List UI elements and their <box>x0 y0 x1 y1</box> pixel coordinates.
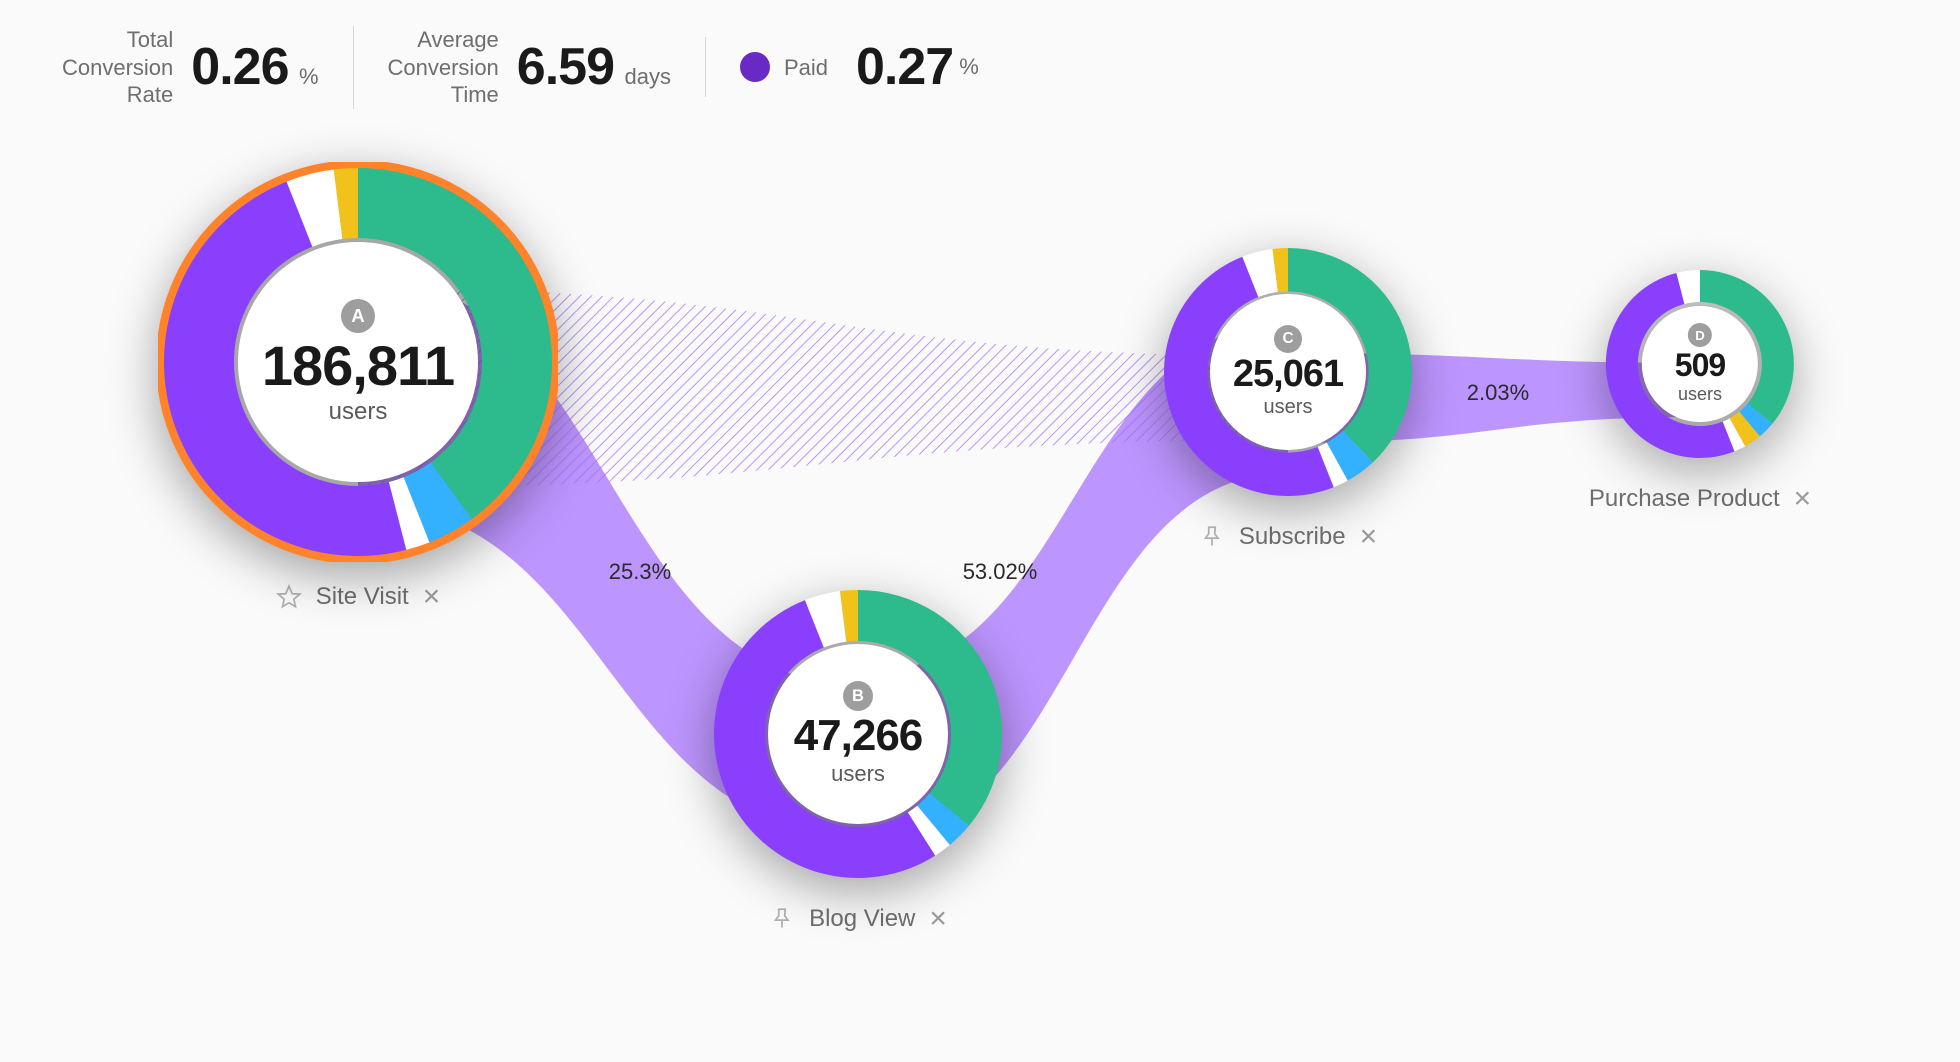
node-label: Site Visit <box>316 583 409 611</box>
metric-label: Total Conversion Rate <box>62 26 173 109</box>
node-unit: users <box>329 398 388 426</box>
metric-paid: Paid 0.27 % <box>705 37 1013 97</box>
node-unit: users <box>1264 396 1313 419</box>
pin-icon[interactable] <box>769 906 795 932</box>
funnel-node-c[interactable]: C25,061users Subscribe × <box>1158 242 1418 554</box>
node-label: Purchase Product <box>1589 485 1780 513</box>
metric-label: Paid <box>784 54 828 82</box>
node-value: 186,811 <box>262 333 454 398</box>
node-unit: users <box>1678 384 1722 405</box>
metric-unit: % <box>299 64 319 89</box>
metric-unit: % <box>959 54 979 80</box>
metric-value: 0.27 <box>856 37 953 97</box>
remove-node-button[interactable]: × <box>423 580 441 614</box>
flow-label-C-D: 2.03% <box>1467 380 1529 406</box>
metric-unit: days <box>624 64 670 89</box>
metric-avg-conversion-time: Average Conversion Time 6.59 days <box>353 26 705 109</box>
remove-node-button[interactable]: × <box>1794 482 1812 516</box>
node-value: 509 <box>1675 347 1725 384</box>
metric-value: 0.26 <box>191 38 288 96</box>
funnel-canvas: 25.3%53.02%2.03% A186,811usersSite Visit… <box>0 140 1960 1040</box>
metrics-header: Total Conversion Rate 0.26 % Average Con… <box>0 0 1960 109</box>
funnel-node-b[interactable]: B47,266users Blog View × <box>708 584 1008 936</box>
remove-node-button[interactable]: × <box>929 902 947 936</box>
node-caption: Purchase Product × <box>1589 482 1811 516</box>
funnel-node-d[interactable]: D509users Purchase Product × <box>1589 264 1811 516</box>
node-caption: Blog View × <box>769 902 947 936</box>
node-badge: C <box>1274 325 1302 353</box>
node-caption: Site Visit × <box>276 580 440 614</box>
node-badge: A <box>341 299 375 333</box>
metric-label: Average Conversion Time <box>388 26 499 109</box>
node-badge: D <box>1688 323 1712 347</box>
node-label: Blog View <box>809 905 915 933</box>
metric-value: 6.59 <box>517 38 614 96</box>
flow-label-A-B: 25.3% <box>609 559 671 585</box>
paid-swatch <box>740 52 770 82</box>
node-badge: B <box>843 681 873 711</box>
remove-node-button[interactable]: × <box>1360 520 1378 554</box>
node-caption: Subscribe × <box>1199 520 1377 554</box>
node-value: 25,061 <box>1233 353 1343 396</box>
star-icon[interactable] <box>276 584 302 610</box>
pin-icon[interactable] <box>1199 524 1225 550</box>
node-unit: users <box>831 761 885 787</box>
funnel-node-a[interactable]: A186,811users Site Visit × <box>158 162 558 614</box>
node-value: 47,266 <box>794 711 923 761</box>
metric-total-conversion-rate: Total Conversion Rate 0.26 % <box>28 26 353 109</box>
flow-label-B-C: 53.02% <box>963 559 1038 585</box>
node-label: Subscribe <box>1239 523 1346 551</box>
